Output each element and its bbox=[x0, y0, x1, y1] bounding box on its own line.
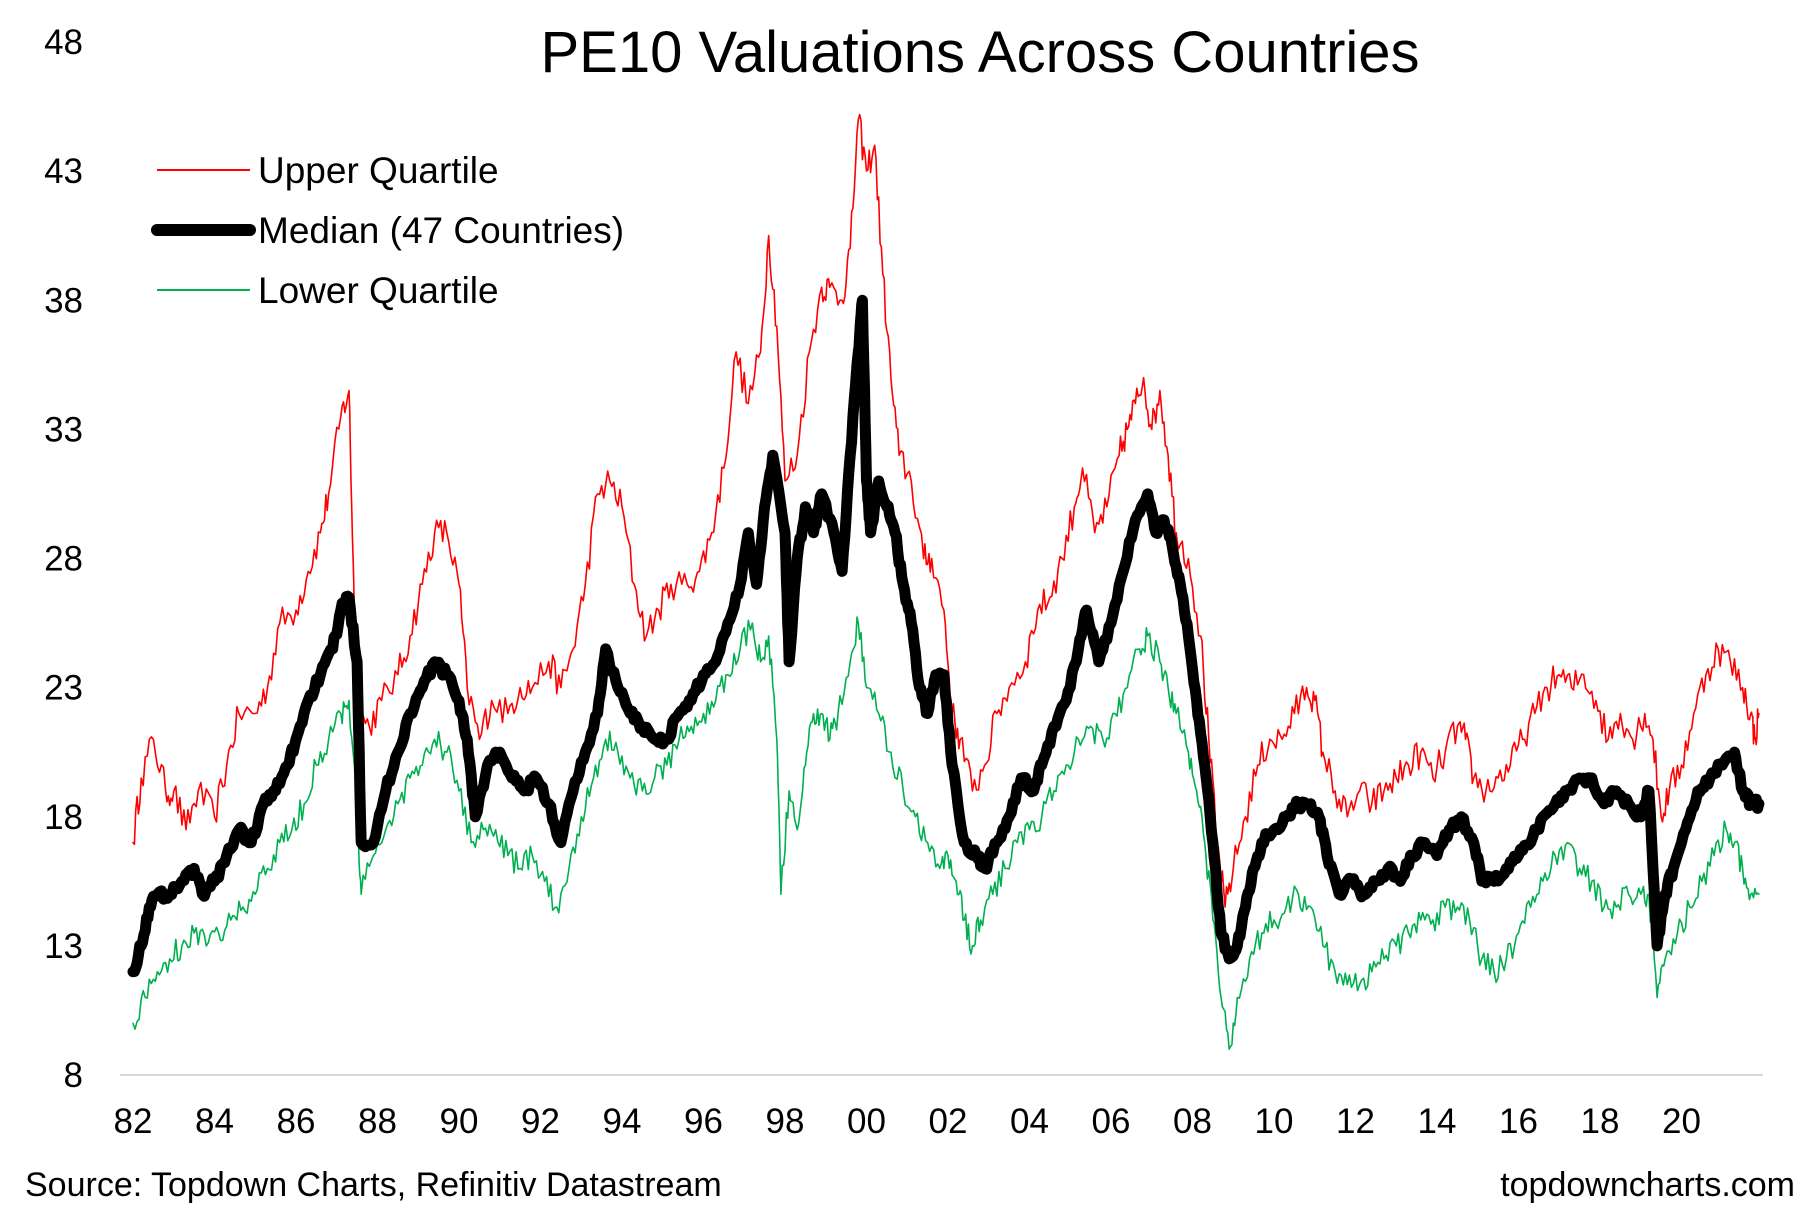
series-line-lower-quartile bbox=[132, 616, 1760, 1050]
legend-label-lower-quartile: Lower Quartile bbox=[258, 270, 499, 311]
x-tick-label: 96 bbox=[684, 1102, 723, 1141]
x-tick-label: 08 bbox=[1173, 1102, 1212, 1141]
x-tick-label: 18 bbox=[1581, 1102, 1620, 1141]
x-axis-ticks: 82 84 86 88 90 92 94 96 98 00 02 04 06 08 10 12 14 16 18 20 bbox=[114, 1102, 1701, 1141]
y-tick-label: 38 bbox=[44, 281, 83, 320]
x-tick-label: 06 bbox=[1092, 1102, 1131, 1141]
brand-label: topdowncharts.com bbox=[1500, 1166, 1795, 1204]
y-tick-label: 28 bbox=[44, 540, 83, 579]
x-tick-label: 90 bbox=[440, 1102, 479, 1141]
x-tick-label: 00 bbox=[847, 1102, 886, 1141]
y-axis-ticks: 8 13 18 23 28 33 38 43 48 bbox=[44, 23, 83, 1095]
y-tick-label: 8 bbox=[64, 1056, 83, 1095]
x-tick-label: 82 bbox=[114, 1102, 153, 1141]
legend-label-upper-quartile: Upper Quartile bbox=[258, 150, 499, 191]
x-tick-label: 20 bbox=[1662, 1102, 1701, 1141]
y-tick-label: 23 bbox=[44, 669, 83, 708]
x-tick-label: 94 bbox=[603, 1102, 642, 1141]
legend-label-median: Median (47 Countries) bbox=[258, 210, 624, 251]
source-note: Source: Topdown Charts, Refinitiv Datast… bbox=[25, 1166, 722, 1204]
y-tick-label: 48 bbox=[44, 23, 83, 62]
x-tick-label: 16 bbox=[1499, 1102, 1538, 1141]
x-tick-label: 12 bbox=[1336, 1102, 1375, 1141]
x-tick-label: 02 bbox=[929, 1102, 968, 1141]
x-tick-label: 88 bbox=[358, 1102, 397, 1141]
series-layer bbox=[127, 113, 1765, 1050]
x-tick-label: 92 bbox=[521, 1102, 560, 1141]
y-tick-label: 13 bbox=[44, 927, 83, 966]
x-tick-label: 98 bbox=[766, 1102, 805, 1141]
chart-title: PE10 Valuations Across Countries bbox=[540, 20, 1419, 85]
x-tick-label: 84 bbox=[195, 1102, 234, 1141]
x-tick-label: 14 bbox=[1418, 1102, 1457, 1141]
x-tick-label: 04 bbox=[1010, 1102, 1049, 1141]
y-tick-label: 33 bbox=[44, 410, 83, 449]
y-tick-label: 18 bbox=[44, 798, 83, 837]
series-line-upper-quartile bbox=[132, 113, 1760, 908]
y-tick-label: 43 bbox=[44, 152, 83, 191]
legend: Upper Quartile Median (47 Countries) Low… bbox=[151, 150, 624, 311]
x-tick-label: 86 bbox=[277, 1102, 316, 1141]
series-line-median-47-countries bbox=[127, 294, 1765, 978]
x-tick-label: 10 bbox=[1255, 1102, 1294, 1141]
